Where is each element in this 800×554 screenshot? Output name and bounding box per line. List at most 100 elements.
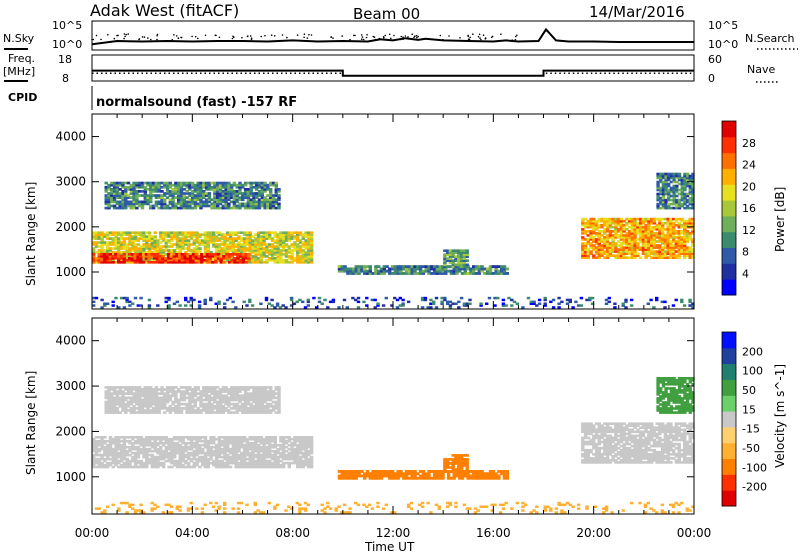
range-time-cell	[112, 185, 117, 189]
range-time-cell	[177, 192, 181, 195]
range-time-cell	[205, 253, 210, 256]
range-time-cell	[633, 246, 637, 249]
range-time-cell	[115, 185, 120, 189]
range-time-cell	[159, 241, 163, 244]
range-time-cell	[100, 253, 104, 256]
range-time-cell	[565, 298, 570, 302]
range-time-cell	[252, 206, 256, 210]
range-time-cell	[454, 255, 458, 258]
range-time-cell	[600, 254, 604, 257]
range-time-cell	[309, 443, 314, 447]
range-time-cell	[139, 261, 143, 264]
range-time-cell	[122, 457, 127, 461]
range-time-cell	[296, 235, 300, 238]
range-time-cell	[600, 238, 604, 241]
range-time-cell	[373, 306, 377, 309]
range-time-cell	[293, 237, 297, 240]
range-time-cell	[251, 465, 255, 469]
range-time-cell	[356, 296, 361, 300]
range-time-cell	[457, 253, 461, 256]
range-time-cell	[674, 217, 679, 221]
range-time-cell	[136, 459, 141, 463]
range-time-cell	[652, 256, 657, 259]
range-time-cell	[296, 463, 300, 467]
range-time-cell	[214, 461, 219, 465]
range-time-cell	[672, 236, 676, 239]
range-time-cell	[268, 441, 272, 445]
range-time-cell	[438, 272, 442, 275]
range-time-cell	[680, 190, 684, 194]
range-time-cell	[605, 246, 610, 249]
range-time-cell	[155, 261, 160, 264]
range-time-cell	[343, 269, 347, 273]
range-time-cell	[290, 233, 294, 236]
range-time-cell	[175, 261, 179, 264]
range-time-cell	[110, 392, 114, 395]
range-time-cell	[691, 248, 695, 251]
range-time-cell	[181, 241, 185, 244]
range-time-cell	[104, 404, 108, 408]
range-time-cell	[220, 235, 224, 238]
range-time-cell	[656, 186, 660, 190]
range-time-cell	[149, 402, 153, 406]
range-time-cell	[94, 233, 99, 236]
range-time-cell	[298, 255, 303, 258]
range-time-cell	[150, 261, 154, 264]
range-time-cell	[125, 463, 129, 467]
range-time-cell	[390, 304, 394, 307]
range-time-cell	[685, 250, 690, 253]
range-time-cell	[214, 261, 218, 264]
range-time-cell	[193, 404, 198, 408]
range-time-cell	[309, 457, 314, 461]
range-time-cell	[282, 463, 286, 467]
range-time-cell	[407, 269, 412, 273]
range-time-cell	[94, 465, 99, 469]
range-time-cell	[189, 259, 193, 262]
range-time-cell	[616, 256, 621, 259]
range-time-cell	[142, 455, 146, 459]
range-time-cell	[216, 192, 220, 195]
range-time-cell	[165, 183, 170, 187]
range-time-cell	[259, 255, 263, 258]
range-time-cell	[135, 400, 139, 404]
range-time-cell	[208, 257, 212, 260]
range-time-cell	[161, 231, 166, 234]
range-time-cell	[188, 394, 192, 398]
range-time-cell	[177, 181, 181, 185]
range-time-cell	[265, 437, 269, 441]
range-time-cell	[104, 190, 108, 193]
range-time-cell	[264, 296, 269, 300]
range-time-cell	[225, 257, 229, 260]
range-time-cell	[656, 172, 660, 176]
range-time-cell	[179, 409, 184, 412]
range-time-cell	[304, 441, 308, 445]
range-time-cell	[164, 235, 168, 238]
range-time-cell	[117, 437, 121, 441]
range-time-cell	[179, 181, 184, 185]
range-time-cell	[586, 225, 590, 229]
range-time-cell	[644, 254, 648, 257]
range-time-cell	[290, 259, 294, 262]
range-time-cell	[683, 234, 687, 237]
range-time-cell	[254, 441, 258, 445]
range-time-cell	[118, 181, 122, 185]
range-time-cell	[228, 455, 233, 459]
range-time-cell	[241, 202, 245, 206]
range-time-cell	[178, 304, 182, 307]
range-time-cell	[416, 272, 420, 275]
range-time-cell	[265, 461, 269, 465]
range-time-cell	[666, 225, 670, 229]
range-time-cell	[576, 304, 581, 307]
range-time-cell	[249, 188, 253, 191]
range-time-cell	[296, 457, 300, 461]
range-time-cell	[94, 296, 99, 300]
noise-search-dot	[260, 35, 263, 38]
range-time-cell	[592, 230, 596, 233]
range-time-cell	[667, 194, 671, 198]
range-time-cell	[282, 231, 286, 234]
range-time-cell	[146, 388, 150, 391]
range-time-cell	[188, 404, 192, 408]
range-time-cell	[153, 439, 157, 443]
range-time-cell	[659, 172, 663, 176]
range-time-cell	[270, 243, 275, 246]
